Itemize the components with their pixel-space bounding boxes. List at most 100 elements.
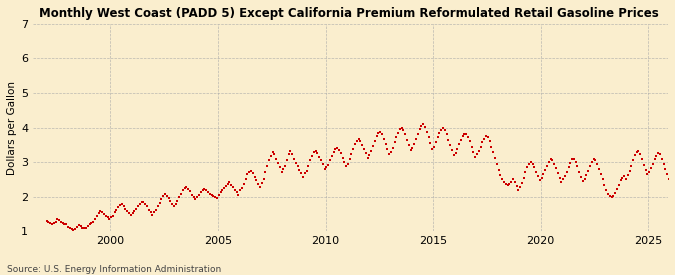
Point	[122, 209, 133, 213]
Point	[352, 139, 362, 143]
Point	[658, 162, 669, 166]
Point	[190, 197, 201, 202]
Point	[127, 211, 138, 215]
Point	[97, 210, 107, 214]
Point	[314, 155, 325, 159]
Point	[574, 170, 585, 174]
Point	[404, 143, 414, 147]
Point	[180, 186, 190, 190]
Point	[138, 200, 148, 204]
Point	[358, 147, 369, 151]
Point	[153, 204, 163, 208]
Point	[88, 219, 99, 224]
Point	[655, 152, 666, 157]
Point	[235, 188, 246, 192]
Point	[552, 171, 563, 175]
Point	[289, 156, 300, 161]
Point	[194, 193, 205, 197]
Point	[393, 131, 404, 135]
Point	[181, 185, 192, 189]
Point	[511, 184, 522, 188]
Point	[63, 225, 74, 229]
Point	[547, 158, 558, 163]
Point	[256, 181, 267, 185]
Point	[615, 178, 626, 182]
Point	[472, 152, 483, 157]
Point	[278, 167, 289, 171]
Point	[337, 156, 348, 160]
Point	[631, 150, 642, 154]
Point	[450, 151, 461, 156]
Point	[641, 167, 651, 172]
Point	[296, 171, 306, 175]
Point	[271, 156, 281, 161]
Point	[491, 162, 502, 166]
Point	[213, 193, 224, 197]
Point	[418, 122, 429, 126]
Point	[41, 219, 52, 223]
Point	[156, 197, 167, 202]
Point	[242, 172, 253, 176]
Point	[290, 161, 301, 165]
Point	[142, 204, 153, 208]
Point	[407, 146, 418, 150]
Point	[159, 192, 170, 196]
Point	[459, 131, 470, 136]
Point	[662, 172, 672, 176]
Point	[221, 183, 232, 188]
Point	[328, 150, 339, 154]
Point	[303, 163, 314, 168]
Point	[355, 139, 366, 143]
Point	[464, 139, 475, 144]
Point	[346, 152, 357, 157]
Point	[630, 153, 641, 157]
Point	[86, 220, 97, 225]
Point	[109, 210, 120, 214]
Point	[301, 169, 312, 173]
Point	[217, 188, 227, 192]
Point	[493, 167, 504, 172]
Point	[536, 175, 547, 180]
Point	[331, 145, 342, 150]
Point	[608, 194, 619, 198]
Point	[147, 212, 158, 217]
Point	[70, 227, 80, 231]
Point	[533, 174, 543, 178]
Point	[369, 139, 380, 143]
Point	[593, 167, 604, 171]
Point	[420, 125, 431, 129]
Point	[342, 162, 353, 166]
Point	[95, 209, 106, 213]
Point	[410, 136, 421, 141]
Point	[253, 181, 264, 186]
Point	[612, 187, 622, 191]
Point	[664, 177, 674, 182]
Point	[572, 164, 583, 169]
Point	[167, 201, 178, 206]
Point	[129, 209, 140, 213]
Point	[606, 195, 617, 200]
Point	[545, 157, 556, 161]
Point	[375, 130, 385, 134]
Point	[348, 147, 358, 151]
Point	[562, 170, 572, 174]
Point	[265, 154, 276, 158]
Point	[513, 188, 524, 192]
Point	[500, 181, 511, 186]
Point	[248, 171, 259, 175]
Point	[222, 181, 233, 186]
Point	[205, 192, 215, 196]
Point	[281, 158, 292, 163]
Point	[317, 162, 328, 166]
Point	[254, 185, 265, 189]
Point	[80, 226, 91, 230]
Point	[305, 158, 316, 163]
Point	[113, 205, 124, 209]
Point	[499, 180, 510, 184]
Point	[486, 144, 497, 149]
Point	[439, 128, 450, 133]
Point	[436, 128, 447, 133]
Point	[466, 144, 477, 149]
Point	[210, 195, 221, 200]
Point	[644, 170, 655, 174]
